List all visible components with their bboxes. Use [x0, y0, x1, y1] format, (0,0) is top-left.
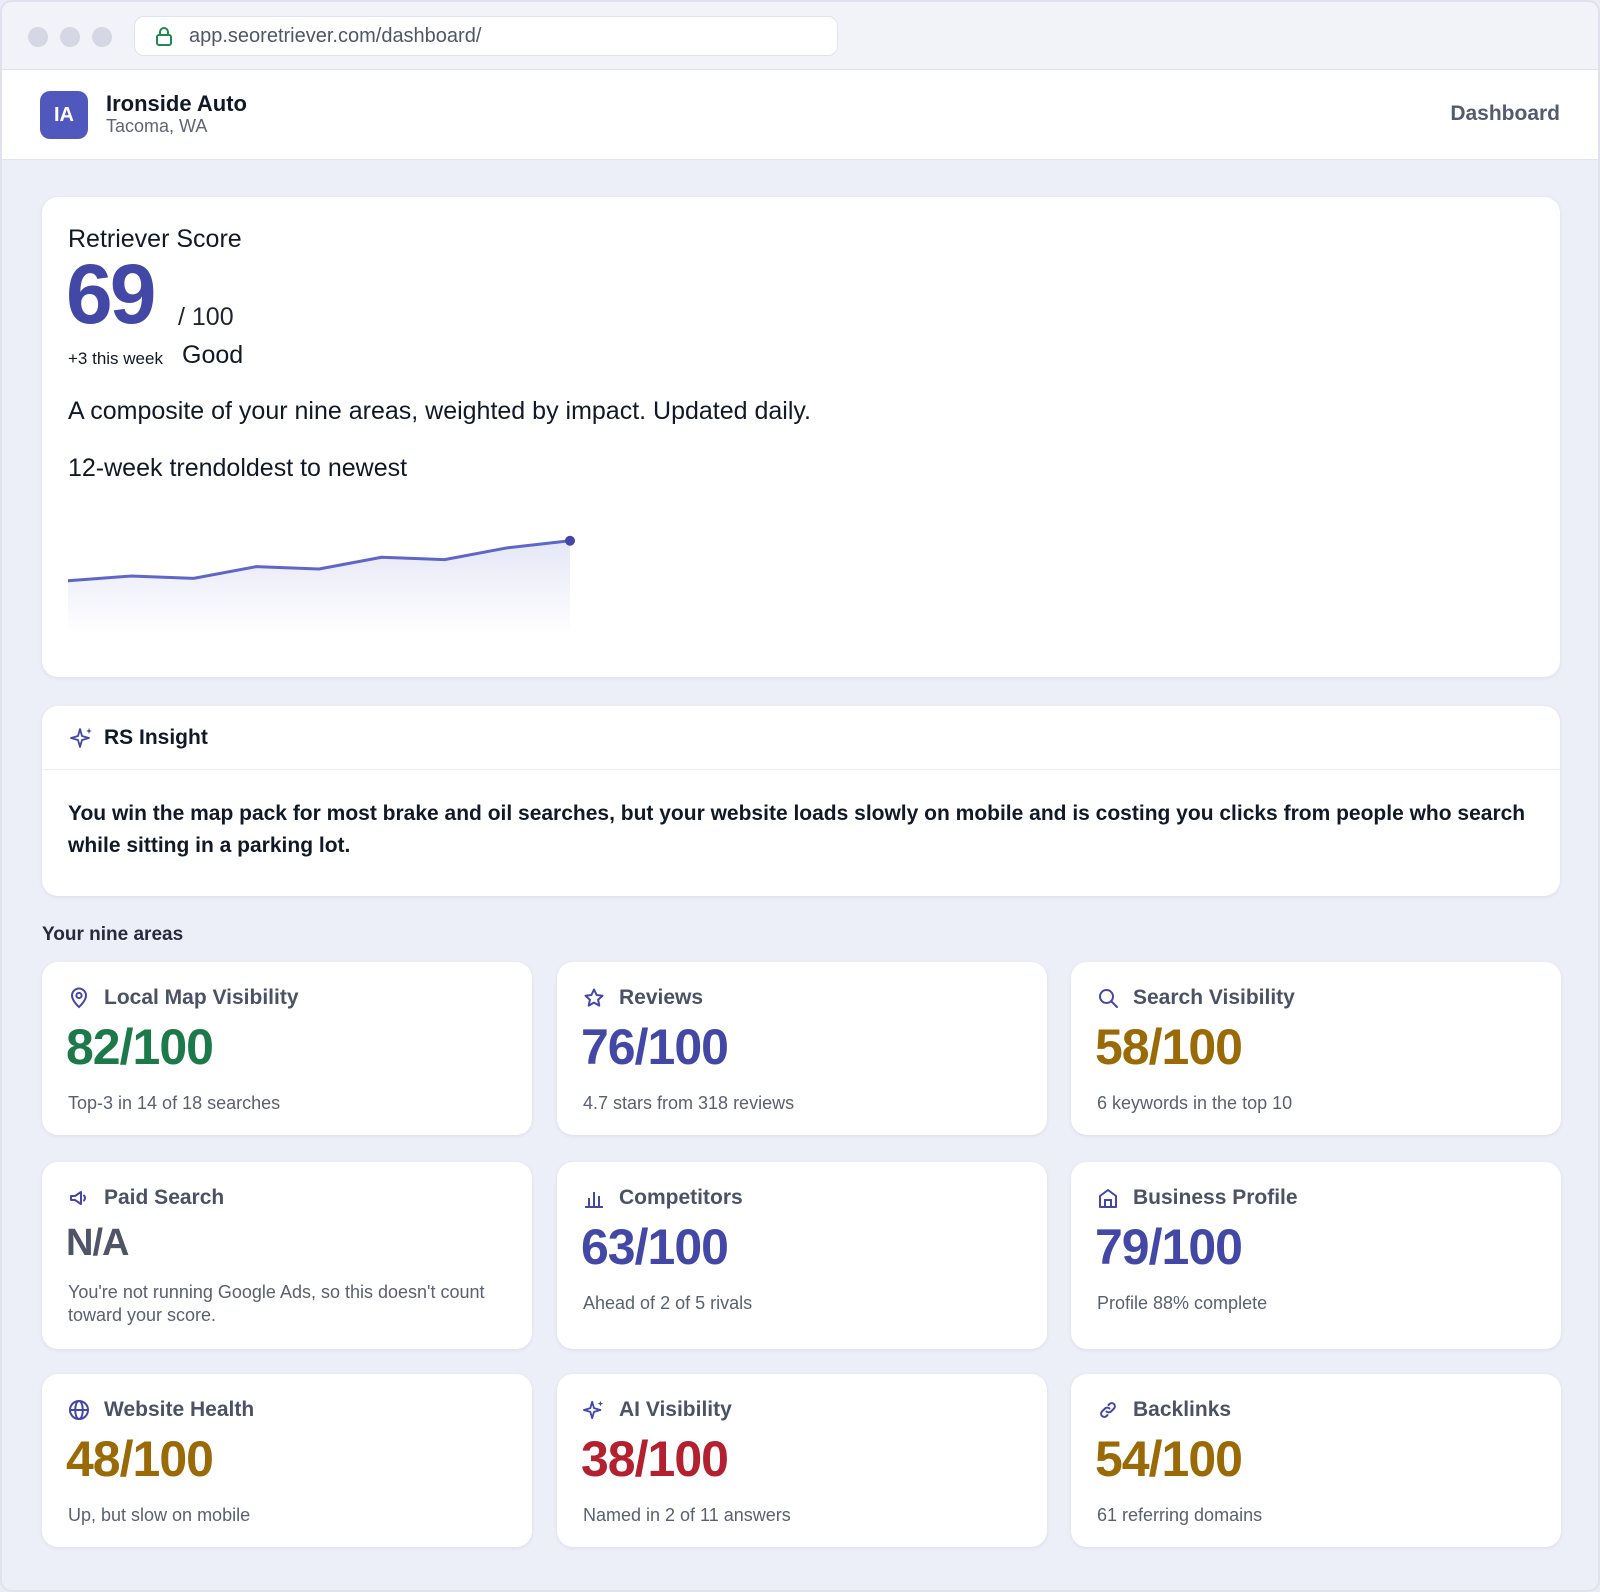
area-note: Ahead of 2 of 5 rivals: [583, 1293, 753, 1313]
insight-title: RS Insight: [104, 725, 208, 749]
area-card-website-health[interactable]: Website Health 48/100 Up, but slow on mo…: [42, 1374, 532, 1547]
trend-label: 12-week trendoldest to newest: [68, 454, 408, 482]
area-card-reviews[interactable]: Reviews 76/100 4.7 stars from 318 review…: [557, 962, 1047, 1135]
window-close-button[interactable]: [28, 27, 48, 47]
area-title: Local Map Visibility: [104, 986, 299, 1009]
area-title: Business Profile: [1133, 1186, 1298, 1209]
area-note: 6 keywords in the top 10: [1097, 1093, 1293, 1113]
window-minimize-button[interactable]: [60, 27, 80, 47]
area-note: Top-3 in 14 of 18 searches: [68, 1093, 281, 1113]
business-avatar: IA: [40, 91, 88, 139]
area-score: 82/100: [66, 1019, 214, 1075]
area-score: N/A: [66, 1222, 129, 1264]
area-score: 38/100: [581, 1431, 729, 1487]
area-score: 48/100: [66, 1431, 214, 1487]
trend-chart: [68, 535, 575, 635]
insight-header: RS Insight: [42, 706, 1560, 770]
areas-section-label: Your nine areas: [42, 924, 184, 945]
area-title: AI Visibility: [619, 1398, 732, 1421]
globe-icon: [68, 1399, 90, 1421]
app-header: IA Ironside Auto Tacoma, WA Dashboard: [2, 70, 1598, 160]
nav-dashboard-link[interactable]: Dashboard: [1450, 102, 1560, 125]
bar-chart-icon: [583, 1187, 605, 1209]
score-value: 69: [66, 247, 156, 341]
area-title: Backlinks: [1133, 1398, 1232, 1421]
area-title: Search Visibility: [1133, 986, 1295, 1009]
area-card-backlinks[interactable]: Backlinks 54/100 61 referring domains: [1071, 1374, 1561, 1547]
area-card-local-map-visibility[interactable]: Local Map Visibility 82/100 Top-3 in 14 …: [42, 962, 532, 1135]
trend-latest-point: [565, 535, 575, 546]
megaphone-icon: [68, 1187, 90, 1209]
search-icon: [1097, 987, 1119, 1009]
address-bar[interactable]: app.seoretriever.com/dashboard/: [134, 16, 838, 56]
area-card-paid-search[interactable]: Paid Search N/A You're not running Googl…: [42, 1162, 532, 1349]
area-card-business-profile[interactable]: Business Profile 79/100 Profile 88% comp…: [1071, 1162, 1561, 1349]
link-icon: [1097, 1399, 1119, 1421]
sparkle-icon: [583, 1399, 605, 1421]
area-title: Website Health: [104, 1398, 255, 1421]
storefront-icon: [1097, 1187, 1119, 1209]
area-note: 4.7 stars from 318 reviews: [583, 1093, 795, 1113]
area-note: 61 referring domains: [1097, 1505, 1263, 1525]
area-note: Named in 2 of 11 answers: [583, 1505, 791, 1525]
window-maximize-button[interactable]: [92, 27, 112, 47]
area-note: You're not running Google Ads, so this d…: [68, 1282, 485, 1325]
business-name: Ironside Auto: [106, 91, 247, 116]
business-location: Tacoma, WA: [106, 116, 208, 136]
area-note: Profile 88% complete: [1097, 1293, 1268, 1313]
area-score: 63/100: [581, 1219, 729, 1275]
score-label: Retriever Score: [68, 225, 242, 253]
area-title: Paid Search: [104, 1186, 225, 1209]
sparkle-icon: [70, 726, 94, 750]
area-score: 76/100: [581, 1019, 729, 1075]
area-score: 79/100: [1095, 1219, 1243, 1275]
score-max: / 100: [178, 303, 234, 331]
area-score: 54/100: [1095, 1431, 1243, 1487]
area-title: Competitors: [619, 1186, 743, 1209]
area-card-search-visibility[interactable]: Search Visibility 58/100 6 keywords in t…: [1071, 962, 1561, 1135]
score-description: A composite of your nine areas, weighted…: [68, 397, 812, 425]
address-url: app.seoretriever.com/dashboard/: [189, 24, 482, 47]
area-title: Reviews: [619, 986, 704, 1009]
browser-chrome: app.seoretriever.com/dashboard/: [2, 2, 1598, 70]
score-delta: +3 this week: [68, 349, 163, 368]
retriever-score-card: Retriever Score 69 / 100 +3 this week Go…: [42, 197, 1560, 677]
trend-area: [68, 540, 570, 635]
score-rating: Good: [182, 341, 244, 369]
lock-icon: [155, 25, 177, 47]
trend-line: [68, 539, 572, 583]
area-card-ai-visibility[interactable]: AI Visibility 38/100 Named in 2 of 11 an…: [557, 1374, 1047, 1547]
area-card-competitors[interactable]: Competitors 63/100 Ahead of 2 of 5 rival…: [557, 1162, 1047, 1349]
insight-card: RS Insight You win the map pack for most…: [42, 706, 1560, 896]
area-score: 58/100: [1095, 1019, 1243, 1075]
map-pin-icon: [68, 987, 90, 1009]
star-icon: [583, 987, 605, 1009]
area-note: Up, but slow on mobile: [68, 1505, 251, 1525]
insight-text: You win the map pack for most brake and …: [68, 802, 1526, 857]
